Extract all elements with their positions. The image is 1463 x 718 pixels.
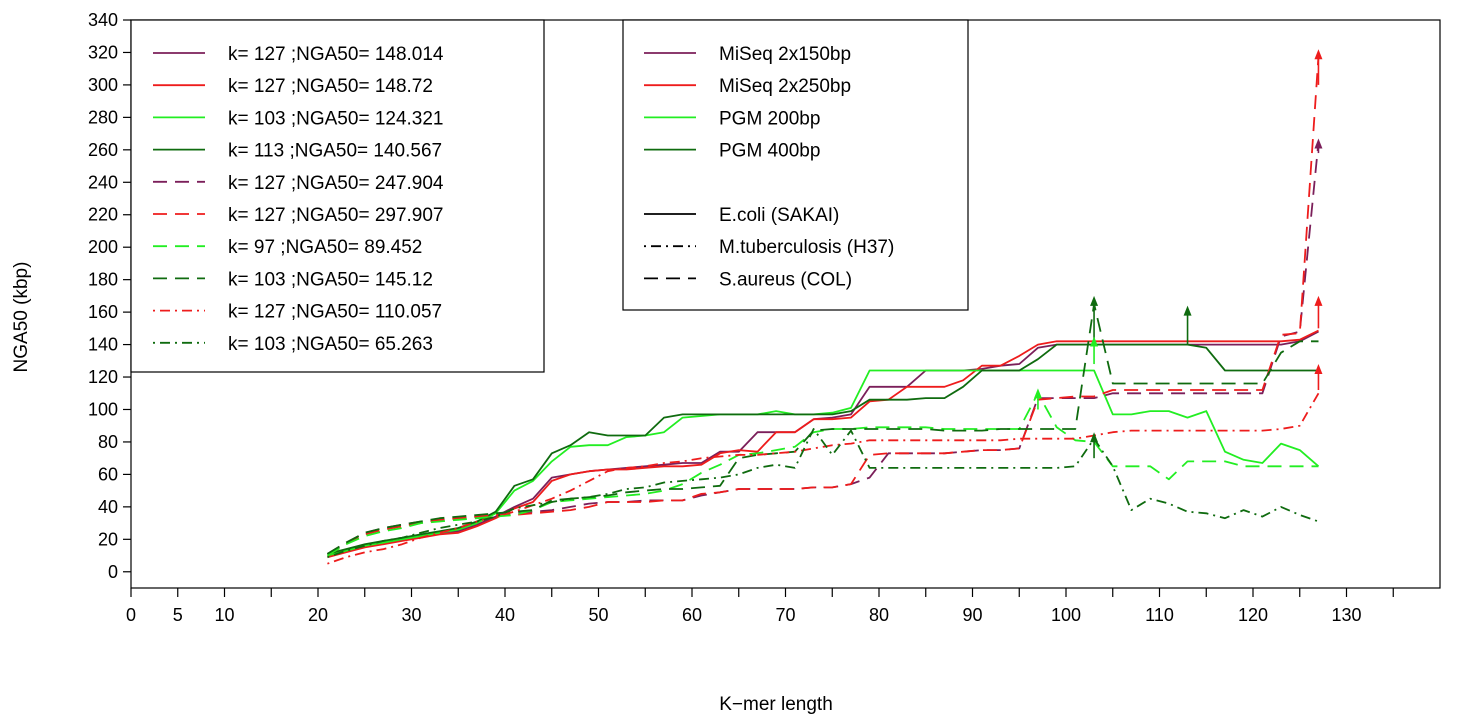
- x-tick-label: 0: [126, 605, 136, 625]
- x-tick-label: 30: [401, 605, 421, 625]
- x-tick-label: 120: [1238, 605, 1268, 625]
- series-line-4: [327, 343, 1319, 555]
- legend-series-label: k= 97 ;NGA50= 89.452: [228, 237, 422, 258]
- series-line-10: [327, 428, 1319, 559]
- legend-series: k= 127 ;NGA50= 148.014 k= 127 ;NGA50= 148…: [130, 19, 545, 373]
- x-tick-label: 40: [495, 605, 515, 625]
- legend-series-label: k= 127 ;NGA50= 148.014: [228, 44, 444, 65]
- legend-platform-genome-box: [622, 19, 969, 311]
- x-tick-label: 80: [869, 605, 889, 625]
- x-tick-label: 90: [962, 605, 982, 625]
- legend-series-label: k= 127 ;NGA50= 148.72: [228, 76, 433, 97]
- y-tick-label: 160: [88, 302, 118, 322]
- series-line-8: [326, 303, 1319, 555]
- series-line-6: [326, 55, 1320, 557]
- max-arrow-3: [1314, 295, 1323, 329]
- x-tick-label: 130: [1331, 605, 1361, 625]
- legend-genome-label: M.tuberculosis (H37): [719, 237, 894, 258]
- y-tick-label: 180: [88, 270, 118, 290]
- series-line-3: [327, 369, 1320, 557]
- chart-arrows-group: [1033, 49, 1323, 459]
- legend-series-label: k= 113 ;NGA50= 140.567: [228, 141, 442, 162]
- y-tick-label: 40: [98, 497, 118, 517]
- y-tick-label: 240: [88, 172, 118, 192]
- legend-platform-genome: MiSeq 2x150bp MiSeq 2x250bp PGM 200bp PGM 4…: [622, 19, 969, 311]
- x-axis-title: K−mer length: [719, 694, 833, 715]
- y-tick-label: 320: [88, 42, 118, 62]
- legend-platform-label: MiSeq 2x250bp: [719, 76, 851, 97]
- max-arrow-4: [1314, 364, 1323, 391]
- chart-series-group: [326, 55, 1320, 565]
- legend-series-label: k= 127 ;NGA50= 247.904: [228, 173, 444, 194]
- max-arrow-2: [1314, 49, 1323, 85]
- x-tick-label: 10: [214, 605, 234, 625]
- x-tick-label: 100: [1051, 605, 1081, 625]
- series-line-2: [327, 329, 1319, 559]
- legend-series-label: k= 127 ;NGA50= 110.057: [228, 302, 442, 323]
- max-arrow-1: [1314, 138, 1323, 154]
- legend-platform-label: MiSeq 2x150bp: [719, 44, 851, 65]
- y-tick-label: 60: [98, 464, 118, 484]
- y-tick-label: 20: [98, 529, 118, 549]
- y-tick-label: 80: [98, 432, 118, 452]
- x-tick-label: 70: [775, 605, 795, 625]
- legend-genome-label: E.coli (SAKAI): [719, 205, 839, 226]
- y-tick-label: 340: [88, 10, 118, 30]
- y-tick-label: 100: [88, 399, 118, 419]
- y-tick-label: 300: [88, 75, 118, 95]
- max-arrow-7: [1090, 432, 1099, 459]
- max-arrow-6: [1183, 305, 1192, 345]
- x-tick-label: 5: [173, 605, 183, 625]
- x-tick-label: 60: [682, 605, 702, 625]
- legend-series-box: [130, 19, 545, 373]
- series-line-9: [327, 392, 1320, 565]
- series-line-5: [326, 141, 1320, 555]
- y-tick-label: 120: [88, 367, 118, 387]
- legend-genome-label: S.aureus (COL): [719, 269, 852, 290]
- x-tick-label: 50: [588, 605, 608, 625]
- y-tick-label: 260: [88, 140, 118, 160]
- legend-series-label: k= 103 ;NGA50= 145.12: [228, 269, 433, 290]
- legend-platform-label: PGM 400bp: [719, 141, 820, 162]
- y-tick-label: 220: [88, 205, 118, 225]
- y-tick-label: 280: [88, 107, 118, 127]
- legend-series-label: k= 127 ;NGA50= 297.907: [228, 205, 444, 226]
- y-tick-label: 0: [108, 562, 118, 582]
- chart-axes: 0204060801001201401601802002202402602803…: [88, 10, 1441, 625]
- y-axis-title: NGA50 (kbp): [11, 262, 32, 373]
- x-tick-label: 110: [1145, 605, 1174, 625]
- legend-series-label: k= 103 ;NGA50= 65.263: [228, 334, 433, 355]
- max-arrow-8: [1033, 388, 1042, 410]
- max-arrow-9: [1090, 336, 1099, 365]
- legend-platform-label: PGM 200bp: [719, 108, 820, 129]
- x-tick-label: 20: [308, 605, 328, 625]
- y-tick-label: 140: [88, 335, 118, 355]
- y-tick-label: 200: [88, 237, 118, 257]
- legend-series-label: k= 103 ;NGA50= 124.321: [228, 108, 444, 129]
